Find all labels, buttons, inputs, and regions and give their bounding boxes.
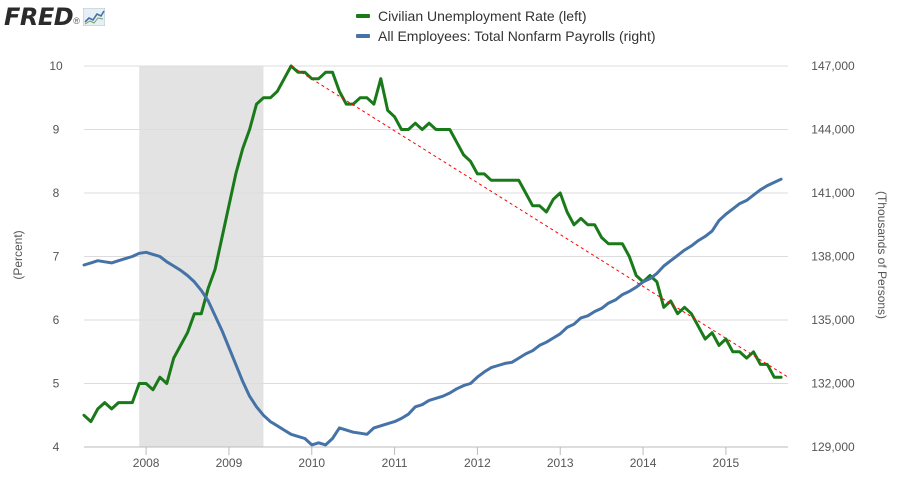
x-tick-label: 2011 xyxy=(382,456,408,470)
legend-label-payrolls: All Employees: Total Nonfarm Payrolls (r… xyxy=(378,28,656,44)
logo-trademark: ® xyxy=(73,16,80,26)
legend-swatch-unemployment xyxy=(356,14,370,18)
y-right-axis-title: (Thousands of Persons) xyxy=(875,191,889,319)
y-right-tick-label: 144,000 xyxy=(811,123,855,137)
y-right-tick-label: 138,000 xyxy=(811,250,855,264)
y-right-tick-label: 129,000 xyxy=(811,440,855,454)
y-left-tick-label: 8 xyxy=(53,186,60,200)
legend-item-unemployment[interactable]: Civilian Unemployment Rate (left) xyxy=(356,6,656,26)
legend-item-payrolls[interactable]: All Employees: Total Nonfarm Payrolls (r… xyxy=(356,26,656,46)
y-left-tick-label: 10 xyxy=(49,59,63,73)
legend-swatch-payrolls xyxy=(356,34,370,38)
x-tick-label: 2009 xyxy=(216,456,243,470)
x-tick-label: 2008 xyxy=(133,456,160,470)
trend-line xyxy=(290,65,789,378)
y-left-tick-label: 6 xyxy=(53,313,60,327)
x-tick-label: 2013 xyxy=(547,456,574,470)
logo-text: FRED xyxy=(4,3,74,31)
y-left-tick-label: 4 xyxy=(53,440,60,454)
y-left-tick-label: 9 xyxy=(53,123,60,137)
x-tick-label: 2010 xyxy=(298,456,325,470)
y-right-tick-label: 132,000 xyxy=(811,377,855,391)
y-left-axis-title: (Percent) xyxy=(11,230,25,279)
y-right-tick-label: 141,000 xyxy=(811,186,855,200)
line-chart-icon xyxy=(82,8,105,26)
y-left-tick-label: 5 xyxy=(53,377,60,391)
x-tick-label: 2014 xyxy=(630,456,657,470)
x-tick-label: 2012 xyxy=(464,456,491,470)
fred-logo: FRED ® xyxy=(4,2,105,32)
unemployment-rate-line xyxy=(82,64,783,424)
x-tick-label: 2015 xyxy=(713,456,740,470)
y-left-tick-label: 7 xyxy=(53,250,60,264)
nonfarm-payrolls-line xyxy=(82,177,783,447)
y-right-tick-label: 135,000 xyxy=(811,313,855,327)
chart-legend: Civilian Unemployment Rate (left) All Em… xyxy=(356,6,656,46)
legend-label-unemployment: Civilian Unemployment Rate (left) xyxy=(378,8,587,24)
y-right-tick-label: 147,000 xyxy=(811,59,855,73)
